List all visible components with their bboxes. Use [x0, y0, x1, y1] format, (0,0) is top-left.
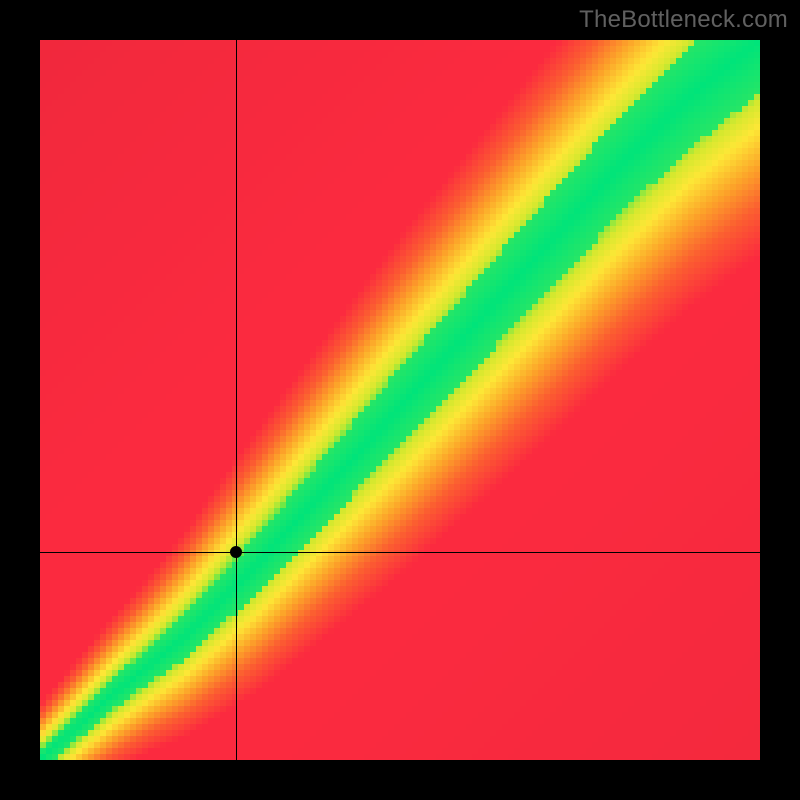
intersection-marker	[230, 546, 242, 558]
heatmap-canvas	[40, 40, 760, 760]
crosshair-horizontal	[40, 552, 760, 553]
chart-container: TheBottleneck.com	[0, 0, 800, 800]
watermark-text: TheBottleneck.com	[579, 6, 788, 34]
crosshair-vertical	[236, 40, 237, 760]
